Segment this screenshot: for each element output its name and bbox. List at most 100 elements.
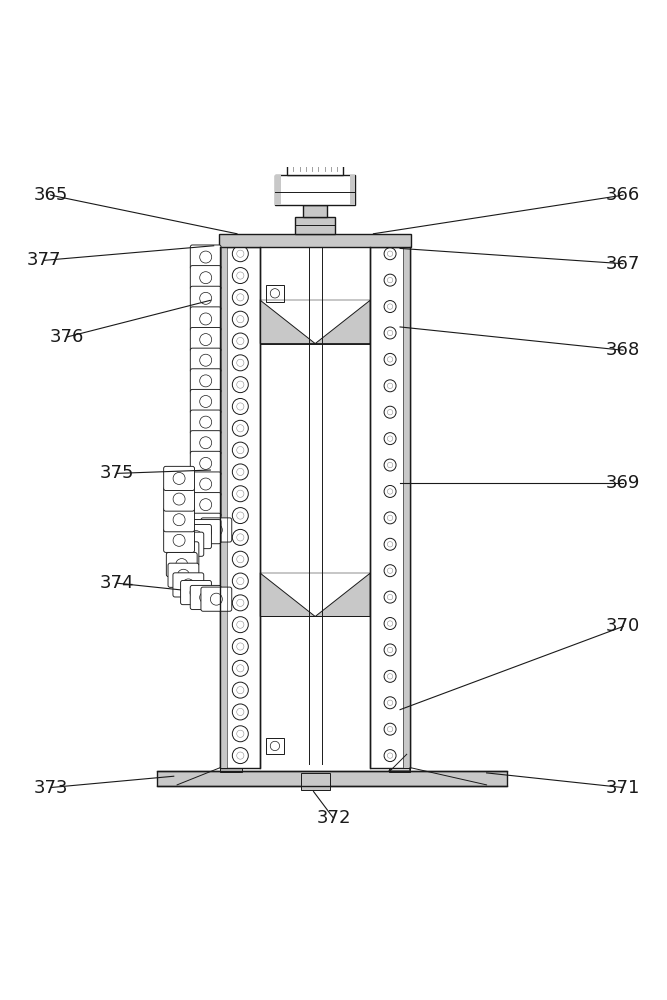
FancyBboxPatch shape (190, 451, 221, 475)
FancyBboxPatch shape (190, 286, 221, 310)
Circle shape (173, 472, 185, 484)
FancyBboxPatch shape (181, 524, 211, 549)
Circle shape (388, 330, 393, 336)
FancyBboxPatch shape (201, 587, 231, 611)
Circle shape (199, 416, 211, 428)
Polygon shape (315, 573, 370, 616)
Circle shape (232, 442, 248, 458)
Text: 376: 376 (50, 328, 85, 346)
Bar (350, 175, 355, 205)
Circle shape (237, 272, 244, 279)
Circle shape (199, 591, 211, 603)
Circle shape (237, 534, 244, 541)
FancyBboxPatch shape (190, 266, 221, 290)
Circle shape (237, 730, 244, 737)
Circle shape (232, 617, 248, 633)
Circle shape (384, 538, 396, 550)
Circle shape (232, 311, 248, 327)
Circle shape (232, 726, 248, 742)
FancyBboxPatch shape (163, 487, 195, 511)
Circle shape (237, 556, 244, 563)
Bar (295, 217, 335, 234)
Circle shape (232, 289, 248, 305)
Circle shape (237, 687, 244, 694)
FancyBboxPatch shape (190, 328, 221, 352)
Circle shape (388, 489, 393, 494)
Circle shape (199, 334, 211, 346)
Circle shape (199, 375, 211, 387)
Circle shape (237, 643, 244, 650)
Circle shape (388, 251, 393, 256)
Circle shape (384, 697, 396, 709)
FancyBboxPatch shape (190, 585, 221, 610)
Circle shape (232, 639, 248, 654)
Circle shape (384, 512, 396, 524)
FancyBboxPatch shape (173, 532, 203, 556)
Circle shape (190, 587, 202, 599)
Text: 370: 370 (606, 617, 640, 635)
Circle shape (384, 248, 396, 260)
Circle shape (199, 395, 211, 407)
Circle shape (199, 499, 211, 511)
Circle shape (232, 246, 248, 262)
Bar (275, 175, 355, 205)
Circle shape (232, 268, 248, 284)
Circle shape (199, 457, 211, 469)
Circle shape (237, 577, 244, 585)
Circle shape (199, 354, 211, 366)
Circle shape (173, 534, 185, 546)
Circle shape (190, 531, 202, 543)
Circle shape (384, 459, 396, 471)
Circle shape (384, 670, 396, 682)
Circle shape (384, 274, 396, 286)
Polygon shape (315, 300, 370, 344)
Circle shape (384, 301, 396, 313)
Polygon shape (260, 300, 315, 344)
Bar (157, 771, 506, 786)
Circle shape (384, 750, 396, 762)
Circle shape (232, 529, 248, 545)
FancyBboxPatch shape (163, 466, 195, 491)
Circle shape (388, 542, 393, 547)
Bar (220, 247, 260, 768)
FancyBboxPatch shape (190, 410, 221, 434)
Text: 365: 365 (33, 186, 68, 204)
Circle shape (237, 447, 244, 454)
Circle shape (270, 289, 279, 298)
Circle shape (384, 644, 396, 656)
Circle shape (232, 682, 248, 698)
Circle shape (237, 599, 244, 606)
FancyBboxPatch shape (163, 528, 195, 552)
FancyBboxPatch shape (190, 513, 221, 537)
Circle shape (182, 579, 194, 591)
Circle shape (232, 420, 248, 436)
Circle shape (384, 327, 396, 339)
Text: 372: 372 (316, 809, 351, 827)
Circle shape (388, 621, 393, 626)
Text: 371: 371 (606, 779, 640, 797)
FancyBboxPatch shape (166, 552, 197, 577)
Circle shape (237, 359, 244, 366)
Circle shape (388, 357, 393, 362)
Bar (220, 247, 227, 768)
Circle shape (388, 277, 393, 283)
Circle shape (237, 337, 244, 345)
Bar (301, 773, 330, 790)
FancyBboxPatch shape (190, 307, 221, 331)
Circle shape (199, 251, 211, 263)
Circle shape (388, 436, 393, 441)
Circle shape (199, 478, 211, 490)
Circle shape (232, 660, 248, 676)
Circle shape (388, 726, 393, 732)
Circle shape (384, 406, 396, 418)
Circle shape (173, 514, 185, 526)
Circle shape (237, 490, 244, 497)
Circle shape (232, 333, 248, 349)
Circle shape (388, 568, 393, 573)
Circle shape (210, 524, 222, 536)
Circle shape (388, 410, 393, 415)
Circle shape (232, 486, 248, 502)
Circle shape (232, 377, 248, 393)
FancyBboxPatch shape (190, 389, 221, 414)
Text: 377: 377 (27, 251, 61, 269)
